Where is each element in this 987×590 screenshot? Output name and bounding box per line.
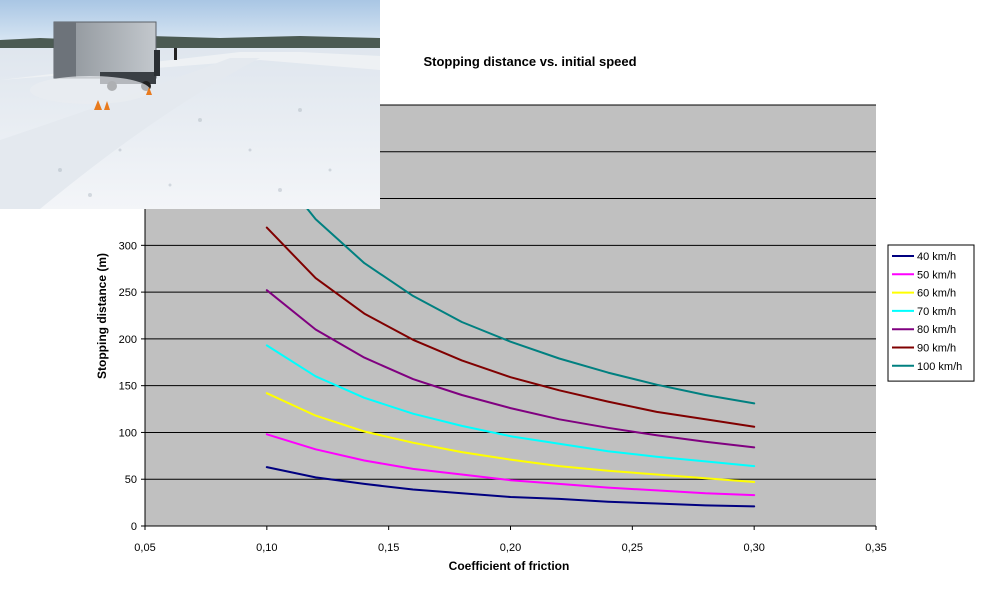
series-line-70-km-h [265, 344, 756, 468]
series-lines [265, 157, 756, 508]
y-tick-label: 50 [125, 474, 137, 486]
y-tick-label: 300 [119, 240, 137, 252]
snowy-track-photo [0, 0, 380, 209]
legend-entry: 90 km/h [917, 343, 956, 355]
chart-title: Stopping distance vs. initial speed [423, 54, 636, 69]
x-tick-label: 0,35 [865, 542, 886, 554]
x-tick-label: 0,15 [378, 542, 399, 554]
legend-entry: 100 km/h [917, 361, 962, 373]
series-line-80-km-h [265, 289, 756, 449]
legend-entry: 70 km/h [917, 306, 956, 318]
legend-entry: 50 km/h [917, 269, 956, 281]
y-axis-ticks: 0 50 100 150 200 250 300 [119, 240, 145, 533]
series-line-60-km-h [265, 392, 756, 483]
y-tick-label: 200 [119, 334, 137, 346]
x-axis-ticks: 0,05 0,10 0,15 0,20 0,25 0,30 0,35 [134, 526, 887, 554]
series-line-50-km-h [265, 433, 756, 497]
y-tick-label: 100 [119, 427, 137, 439]
legend-entry: 40 km/h [917, 251, 956, 263]
series-line-40-km-h [265, 466, 756, 508]
y-tick-label: 150 [119, 381, 137, 393]
legend-entry: 80 km/h [917, 324, 956, 336]
legend-box [887, 244, 975, 382]
x-axis-label: Coefficient of friction [449, 559, 570, 573]
y-tick-label: 0 [131, 521, 137, 533]
x-tick-label: 0,20 [500, 542, 521, 554]
x-tick-label: 0,25 [622, 542, 643, 554]
x-tick-label: 0,10 [256, 542, 277, 554]
x-tick-label: 0,05 [134, 542, 155, 554]
y-axis-label: Stopping distance (m) [95, 253, 109, 379]
x-tick-label: 0,30 [743, 542, 764, 554]
legend-entry: 60 km/h [917, 288, 956, 300]
legend: 40 km/h 50 km/h 60 km/h 70 km/h 80 km/h 90 km… [887, 244, 975, 382]
series-line-90-km-h [265, 226, 756, 428]
y-tick-label: 250 [119, 287, 137, 299]
series-line-100-km-h [265, 157, 756, 405]
